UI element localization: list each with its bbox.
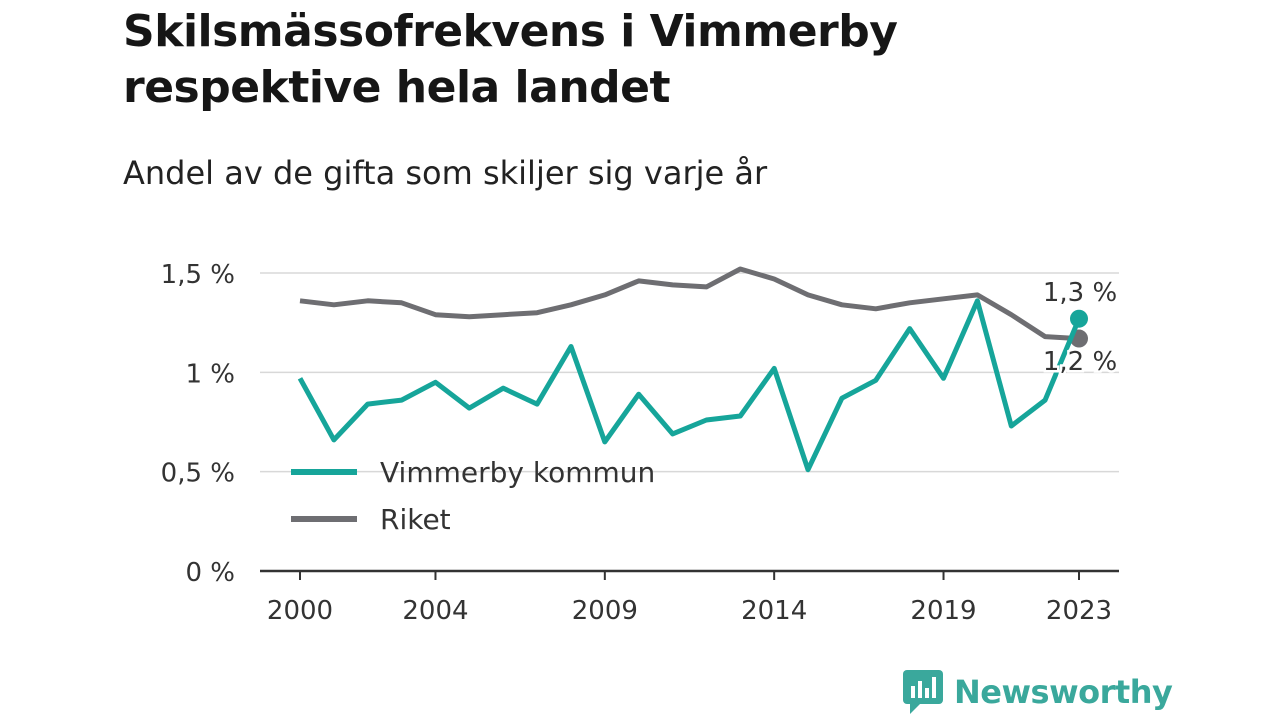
newsworthy-logo-icon [903,670,943,714]
series-line-riket [299,266,1080,342]
end-value-label: 1,2 % [1043,347,1117,377]
data-point [1070,309,1088,328]
x-tick-label: 2014 [741,596,807,626]
y-tick-label: 1 % [185,359,235,389]
series-line-vimmerby [297,298,1082,473]
x-tick-label: 2004 [402,596,468,626]
x-tick-label: 2023 [1046,596,1112,626]
y-tick-label: 1,5 % [161,260,235,290]
x-tick-label: 2009 [572,596,638,626]
chart-title: Skilsmässofrekvens i Vimmerby respektive… [123,6,898,113]
legend-label: Riket [380,503,451,536]
newsworthy-brand: Newsworthy [902,669,1173,715]
chart-subtitle: Andel av de gifta som skiljer sig varje … [123,154,768,192]
x-tick-label: 2019 [910,596,976,626]
legend-label: Vimmerby kommun [380,456,655,489]
y-tick-label: 0,5 % [161,459,235,489]
end-value-label: 1,3 % [1043,278,1117,308]
y-tick-label: 0 % [185,558,235,588]
x-tick-label: 2000 [267,596,333,626]
brand-name: Newsworthy [954,673,1173,711]
